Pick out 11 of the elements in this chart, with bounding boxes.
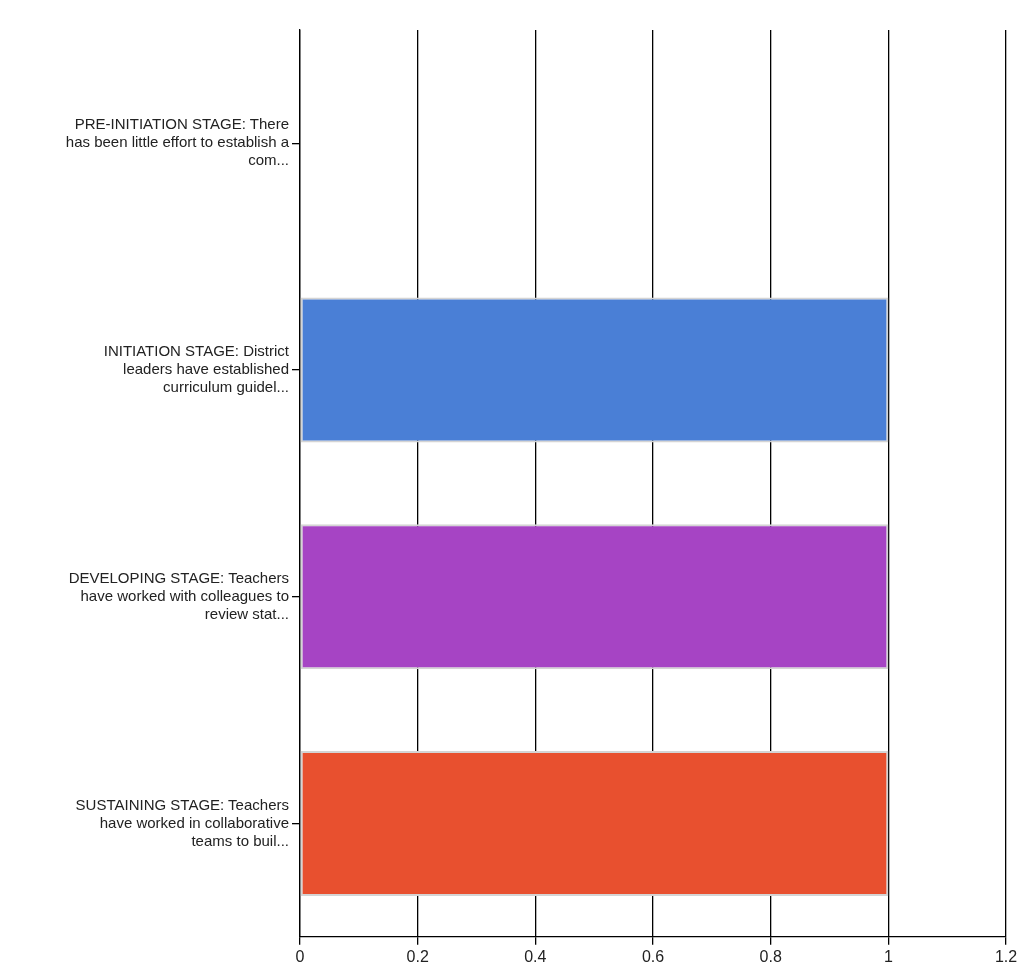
y-tick-label: DEVELOPING STAGE: Teachers have worked with colleagues to review stat... (68, 568, 289, 622)
y-tick-label: PRE-INITIATION STAGE: There has been little effort to establish a com... (65, 115, 290, 169)
x-tick-label: 0.4 (524, 947, 547, 965)
x-tick-label: 0.6 (641, 947, 665, 965)
y-tick-label: INITIATION STAGE: District leaders have established curriculum guidel... (103, 342, 290, 396)
x-tick-label: 0.2 (406, 947, 429, 965)
x-tick-label: 1.2 (994, 947, 1018, 965)
x-tick-label: 0.8 (759, 947, 782, 965)
y-tick-label: SUSTAINING STAGE: Teachers have worked in collaborative teams to buil... (75, 795, 289, 849)
x-tick-label: 0 (295, 947, 305, 965)
x-tick-label: 1 (883, 947, 893, 965)
